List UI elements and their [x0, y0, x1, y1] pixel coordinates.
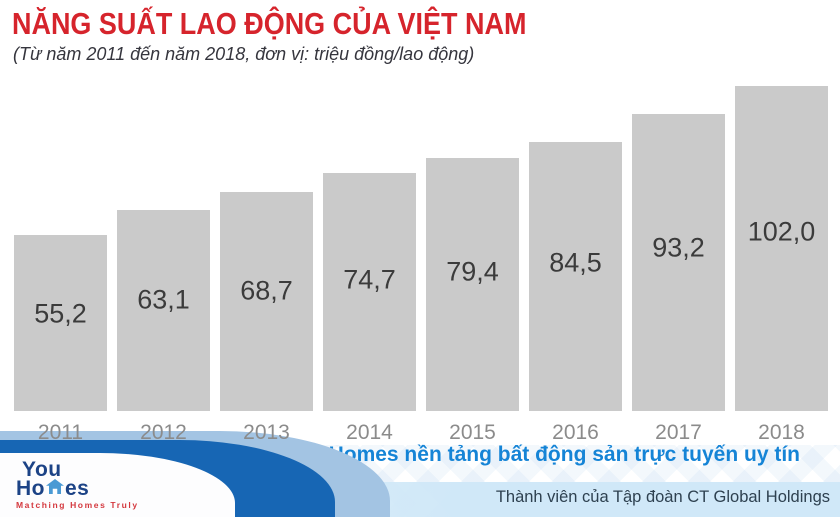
bar-value-label: 93,2 [652, 232, 705, 263]
year-labels: 2011 2012 2013 2014 2015 2016 2017 2018 [14, 421, 828, 445]
year-label: 2015 [449, 421, 496, 444]
year-label: 2016 [552, 421, 599, 444]
page-subtitle: (Từ năm 2011 đến năm 2018, đơn vị: triệu… [13, 44, 475, 64]
bar-2018: 102,0 [735, 86, 828, 411]
bar-value-label: 84,5 [549, 247, 602, 278]
footer-slogan: YouHomes nền tảng bất động sản trực tuyế… [290, 443, 800, 466]
bar-value-label: 68,7 [240, 275, 293, 306]
bar-value-label: 55,2 [34, 298, 87, 329]
bar-2014: 74,7 [323, 172, 416, 411]
bar-2012: 63,1 [117, 209, 210, 411]
logo-tagline: Matching Homes Truly [16, 500, 139, 510]
year-label: 2017 [655, 421, 702, 444]
logo-text-ho: Ho [16, 477, 45, 500]
bar-value-label: 74,7 [343, 264, 396, 295]
bar-chart: 55,2 63,1 68,7 74,7 79,4 84,5 93,2 102,0 [14, 86, 828, 411]
house-icon [46, 478, 64, 497]
year-label: 2012 [140, 421, 187, 444]
bar-value-label: 79,4 [446, 256, 499, 287]
bar-2011: 55,2 [14, 235, 107, 411]
bar-2016: 84,5 [529, 141, 622, 411]
bar-2015: 79,4 [426, 158, 519, 411]
membership-text: Thành viên của Tập đoàn CT Global Holdin… [495, 488, 830, 506]
year-label: 2011 [37, 421, 84, 444]
bar-value-label: 102,0 [747, 216, 816, 247]
youhomes-logo: You Ho es Matching Homes Truly [0, 453, 235, 517]
bar-value-label: 63,1 [137, 284, 190, 315]
footer: Thành viên của Tập đoàn CT Global Holdin… [0, 431, 840, 517]
year-label: 2018 [758, 421, 805, 444]
bar-2013: 68,7 [220, 192, 313, 411]
page-title: NĂNG SUẤT LAO ĐỘNG CỦA VIỆT NAM [12, 6, 527, 41]
bar-2017: 93,2 [632, 114, 725, 411]
logo-text-es: es [65, 477, 90, 500]
year-label: 2014 [346, 421, 393, 444]
year-label: 2013 [243, 421, 290, 444]
logo-text-you: You [22, 458, 62, 481]
logo-text-homes: Ho es [16, 477, 235, 500]
